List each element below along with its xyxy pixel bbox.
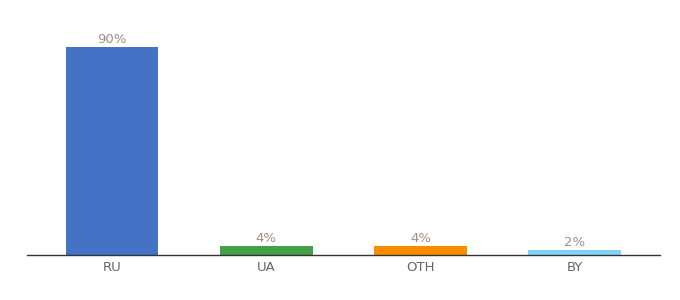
Text: 4%: 4% (256, 232, 277, 244)
Bar (374, 246, 466, 255)
Text: 90%: 90% (97, 33, 126, 46)
Text: 2%: 2% (564, 236, 585, 249)
Bar (528, 250, 621, 255)
Bar (66, 47, 158, 255)
Bar (220, 246, 313, 255)
Text: 4%: 4% (410, 232, 431, 244)
